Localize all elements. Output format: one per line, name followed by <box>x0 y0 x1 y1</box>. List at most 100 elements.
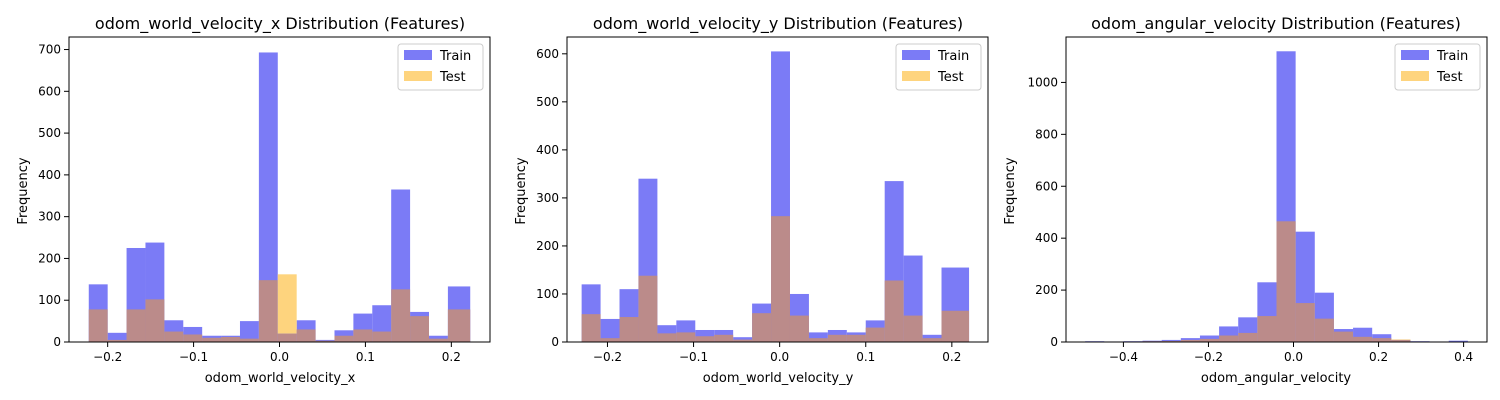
legend-label-test: Test <box>937 70 964 85</box>
overlap-bar <box>410 316 429 342</box>
overlap-bar <box>1353 336 1373 342</box>
legend: Train Test <box>397 43 484 91</box>
test-bar <box>277 274 297 334</box>
y-tick-label: 200 <box>38 251 61 265</box>
x-tick-label: −0.2 <box>593 350 622 364</box>
x-tick-label: −0.2 <box>93 350 122 364</box>
x-tick-label: 0.2 <box>1369 350 1388 364</box>
x-tick-label: 0.0 <box>770 350 789 364</box>
legend-label-train: Train <box>937 49 969 64</box>
y-tick-label: 600 <box>38 84 61 98</box>
legend-swatch-train <box>404 50 432 60</box>
overlap-bar <box>638 275 658 342</box>
y-tick-label: 600 <box>536 47 559 61</box>
y-tick-label: 0 <box>1050 335 1058 349</box>
overlap-bar <box>183 334 203 342</box>
x-tick-label: 0.4 <box>1454 350 1473 364</box>
x-tick-label: 0.0 <box>1284 350 1303 364</box>
overlap-bar <box>126 309 146 342</box>
overlap-bar <box>1333 331 1354 342</box>
overlap-bar <box>1372 338 1392 342</box>
overlap-bar <box>334 335 354 342</box>
plot-frame <box>566 36 989 343</box>
overlap-bar <box>221 336 240 342</box>
overlap-bar <box>752 313 772 342</box>
overlap-bar <box>277 333 297 342</box>
train-bar <box>808 332 828 342</box>
overlap-bar <box>1199 338 1220 342</box>
overlap-bar <box>1257 316 1277 342</box>
overlap-bar <box>202 337 222 342</box>
train-bar <box>600 318 620 342</box>
train-bar <box>1199 335 1220 342</box>
y-tick-label: 800 <box>1035 127 1058 141</box>
y-axis-label: Frequency <box>1003 157 1018 224</box>
x-axis-label: odom_world_velocity_y <box>703 371 854 386</box>
y-tick-label: 100 <box>38 293 61 307</box>
x-tick-label: −0.4 <box>1109 350 1138 364</box>
x-tick-label: 0.0 <box>270 350 289 364</box>
histogram-panel-velocity-x: odom_world_velocity_x Distribution (Feat… <box>16 14 491 386</box>
legend-swatch-test <box>902 71 930 81</box>
y-tick-label: 700 <box>38 43 61 57</box>
y-tick-label: 0 <box>53 335 61 349</box>
overlap-bar <box>695 336 715 342</box>
overlap-bar <box>808 338 828 342</box>
histogram-panel-velocity-y: odom_world_velocity_y Distribution (Feat… <box>514 14 989 386</box>
y-tick-label: 600 <box>1035 179 1058 193</box>
overlap-bar <box>789 315 809 342</box>
legend-label-test: Test <box>1436 70 1463 85</box>
overlap-bar <box>1314 318 1334 342</box>
train-bar <box>1448 340 1468 342</box>
y-tick-label: 300 <box>536 191 559 205</box>
overlap-bar <box>1238 332 1258 342</box>
y-tick-label: 300 <box>38 210 61 224</box>
overlap-bar <box>1219 335 1239 342</box>
y-tick-label: 500 <box>536 95 559 109</box>
x-tick-label: −0.1 <box>679 350 708 364</box>
histogram-panel-angular-velocity: odom_angular_velocity Distribution (Feat… <box>1003 14 1488 386</box>
overlap-bar <box>145 299 165 342</box>
overlap-bar <box>164 331 184 342</box>
legend-label-train: Train <box>439 49 471 64</box>
plot-frame <box>1065 36 1488 343</box>
x-tick-label: 0.2 <box>942 350 961 364</box>
y-tick-label: 400 <box>536 143 559 157</box>
y-tick-label: 500 <box>38 126 61 140</box>
train-bar <box>239 321 259 342</box>
train-bar <box>258 52 278 343</box>
overlap-bar <box>619 317 639 342</box>
overlap-bar <box>372 331 392 342</box>
overlap-bar <box>315 340 335 342</box>
x-tick-label: 0.2 <box>442 350 461 364</box>
legend: Train Test <box>1394 43 1481 91</box>
overlap-bar <box>1161 340 1181 342</box>
legend-label-test: Test <box>439 70 466 85</box>
overlap-bar <box>1391 339 1411 342</box>
y-tick-label: 400 <box>38 168 61 182</box>
x-tick-label: 0.1 <box>356 350 375 364</box>
overlap-bar <box>714 334 734 342</box>
y-tick-label: 400 <box>1035 231 1058 245</box>
x-tick-label: −0.2 <box>1194 350 1223 364</box>
overlap-bar <box>1295 303 1315 342</box>
overlap-bar <box>676 332 696 342</box>
chart-title: odom_angular_velocity Distribution (Feat… <box>1091 14 1461 34</box>
overlap-bar <box>657 333 677 342</box>
bars <box>581 51 970 342</box>
legend-swatch-train <box>1401 50 1429 60</box>
bars <box>88 52 471 343</box>
legend-label-train: Train <box>1436 49 1468 64</box>
overlap-bar <box>428 338 448 342</box>
y-axis-label: Frequency <box>514 157 529 224</box>
overlap-bar <box>827 334 847 342</box>
overlap-bar <box>391 289 411 342</box>
y-tick-label: 100 <box>536 287 559 301</box>
overlap-bar <box>600 338 620 342</box>
x-tick-label: −0.1 <box>179 350 208 364</box>
overlap-bar <box>865 327 885 342</box>
train-bar <box>107 332 127 342</box>
overlap-bar <box>884 280 904 342</box>
chart-title: odom_world_velocity_y Distribution (Feat… <box>593 14 963 34</box>
